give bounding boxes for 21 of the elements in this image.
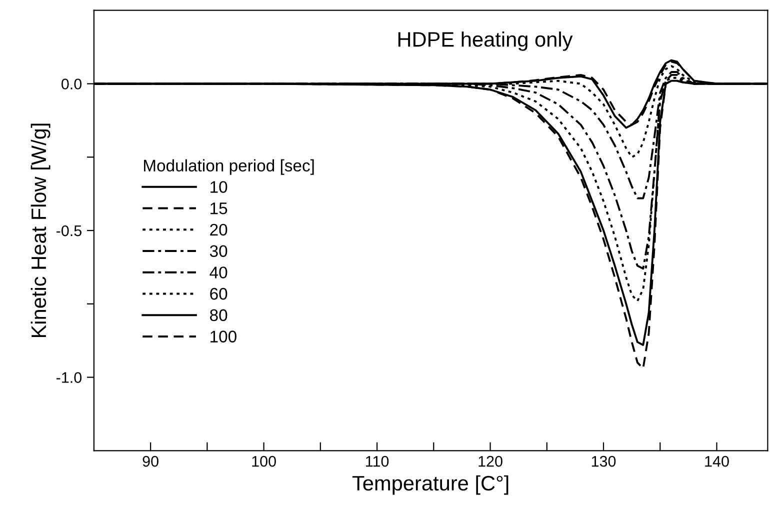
y-tick-label: -0.5 [56,225,82,236]
legend-title: Modulation period [sec] [144,159,314,175]
legend-label: 100 [210,330,236,342]
x-tick-label: 90 [142,456,158,467]
x-axis-title: Temperature [C°] [352,475,508,495]
legend-label: 40 [210,266,228,278]
y-axis-title: Kinetic Heat Flow [W/g] [30,124,50,338]
x-tick-label: 140 [705,456,729,467]
x-tick-label: 130 [592,456,616,467]
legend-label: 20 [210,224,228,236]
legend-label: 80 [210,309,228,322]
x-tick-label: 120 [478,456,502,467]
legend-label: 60 [210,288,228,300]
legend-label: 30 [210,245,228,257]
legend-label: 10 [210,181,228,193]
x-tick-label: 110 [366,456,389,467]
y-tick-label: 0.0 [61,78,82,90]
text: HDPE heating only [398,31,573,51]
y-tick-label: -1.0 [56,372,82,383]
legend-label: 15 [210,202,228,214]
x-tick-label: 100 [252,456,276,467]
